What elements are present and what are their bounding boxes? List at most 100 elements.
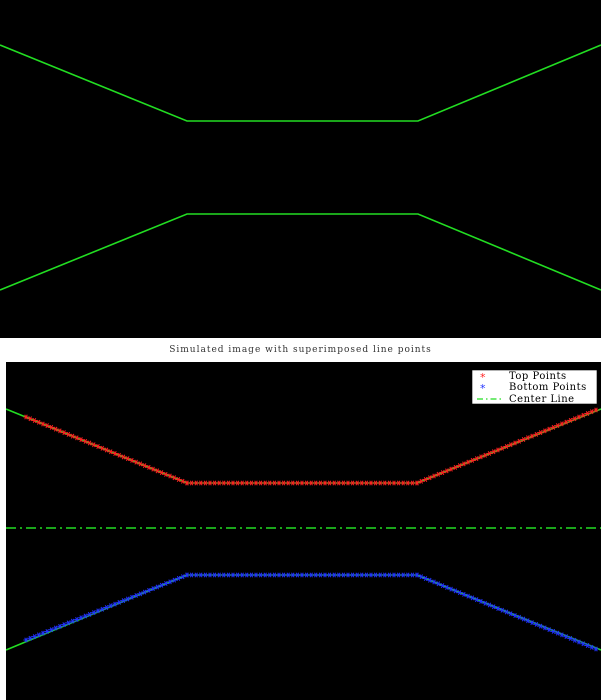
bottom-point — [331, 572, 337, 578]
top-point — [448, 466, 454, 472]
bottom-point — [593, 646, 599, 652]
top-point — [336, 480, 342, 486]
top-point — [469, 457, 476, 463]
top-point — [304, 480, 310, 486]
top-point — [452, 464, 458, 470]
bottom-point — [180, 574, 186, 580]
bottom-point — [482, 600, 488, 606]
bottom-point — [382, 572, 388, 578]
raw-image-plot — [0, 44, 601, 291]
top-point — [53, 426, 59, 432]
bottom-point — [189, 572, 195, 578]
top-point — [212, 480, 218, 486]
bottom-point — [65, 620, 71, 626]
bottom-point — [103, 604, 110, 611]
bottom-point — [563, 634, 569, 640]
bottom-point — [304, 572, 310, 578]
top-point — [542, 428, 548, 434]
top-point — [294, 480, 300, 486]
superimposed-plot: * Top Points * Bottom Points Center Line — [6, 369, 601, 652]
top-point — [354, 480, 360, 486]
bottom-point — [271, 572, 277, 578]
raw-image-panel — [0, 0, 601, 338]
top-point — [422, 477, 429, 483]
top-point — [559, 421, 565, 427]
bottom-point — [171, 577, 177, 583]
top-point — [27, 416, 33, 422]
bottom-point — [491, 604, 497, 610]
bottom-point — [86, 611, 93, 617]
top-point — [189, 480, 195, 486]
bottom-point — [516, 614, 522, 620]
bottom-point — [422, 576, 429, 582]
top-point — [154, 468, 160, 474]
top-point — [317, 480, 323, 486]
bottom-point — [167, 579, 173, 585]
top-point — [230, 480, 236, 486]
bottom-point — [435, 581, 441, 587]
bottom-point — [146, 587, 152, 593]
bottom-point — [386, 572, 392, 578]
top-point — [486, 450, 493, 456]
bottom-point — [193, 572, 199, 578]
legend-box — [471, 369, 598, 405]
top-point — [175, 477, 182, 483]
top-point — [491, 449, 497, 455]
bottom-point — [108, 603, 114, 609]
bottom-point — [244, 572, 250, 578]
top-point — [589, 409, 595, 415]
top-point — [512, 440, 518, 446]
top-point — [580, 412, 586, 418]
bottom-point — [576, 639, 582, 645]
bottom-point — [317, 572, 323, 578]
top-point — [271, 480, 277, 486]
bottom-point — [512, 613, 518, 619]
top-image-line — [0, 44, 601, 122]
top-point — [299, 480, 305, 486]
top-point — [248, 480, 254, 486]
bottom-point — [285, 572, 291, 578]
bottom-point — [377, 572, 383, 578]
bottom-point — [202, 572, 208, 578]
bottom-point — [95, 608, 101, 614]
bottom-point — [465, 593, 471, 599]
legend: * Top Points * Bottom Points Center Line — [471, 369, 598, 405]
top-point — [482, 452, 488, 458]
bottom-point — [207, 572, 213, 578]
legend-label-center-line: Center Line — [509, 394, 575, 405]
top-point — [276, 480, 282, 486]
top-point — [184, 480, 190, 486]
bottom-point — [40, 630, 46, 636]
top-point — [267, 480, 273, 486]
bottom-point — [70, 618, 76, 624]
top-point — [65, 431, 71, 437]
top-point — [125, 456, 131, 462]
bottom-point — [27, 635, 33, 641]
bottom-point — [461, 591, 467, 597]
bottom-point — [409, 572, 415, 578]
top-point — [567, 417, 574, 423]
top-point — [36, 419, 42, 425]
bottom-point — [235, 572, 241, 578]
bottom-point — [340, 572, 346, 578]
top-point — [474, 456, 480, 462]
top-point — [327, 480, 333, 486]
top-point — [146, 464, 152, 470]
top-point — [386, 480, 392, 486]
top-point — [533, 431, 539, 437]
bottom-point — [253, 572, 259, 578]
top-point — [431, 473, 437, 479]
bottom-point — [78, 615, 84, 621]
bottom-point — [239, 572, 245, 578]
bottom-point — [175, 575, 182, 581]
top-point — [427, 475, 433, 481]
top-point — [529, 433, 535, 439]
bottom-point — [396, 572, 402, 578]
bottom-point — [529, 620, 535, 626]
bottom-point — [154, 584, 160, 590]
bottom-point — [294, 572, 300, 578]
top-point — [137, 461, 143, 467]
top-point — [435, 471, 441, 477]
bottom-point — [74, 616, 80, 622]
bottom-point — [405, 572, 411, 578]
